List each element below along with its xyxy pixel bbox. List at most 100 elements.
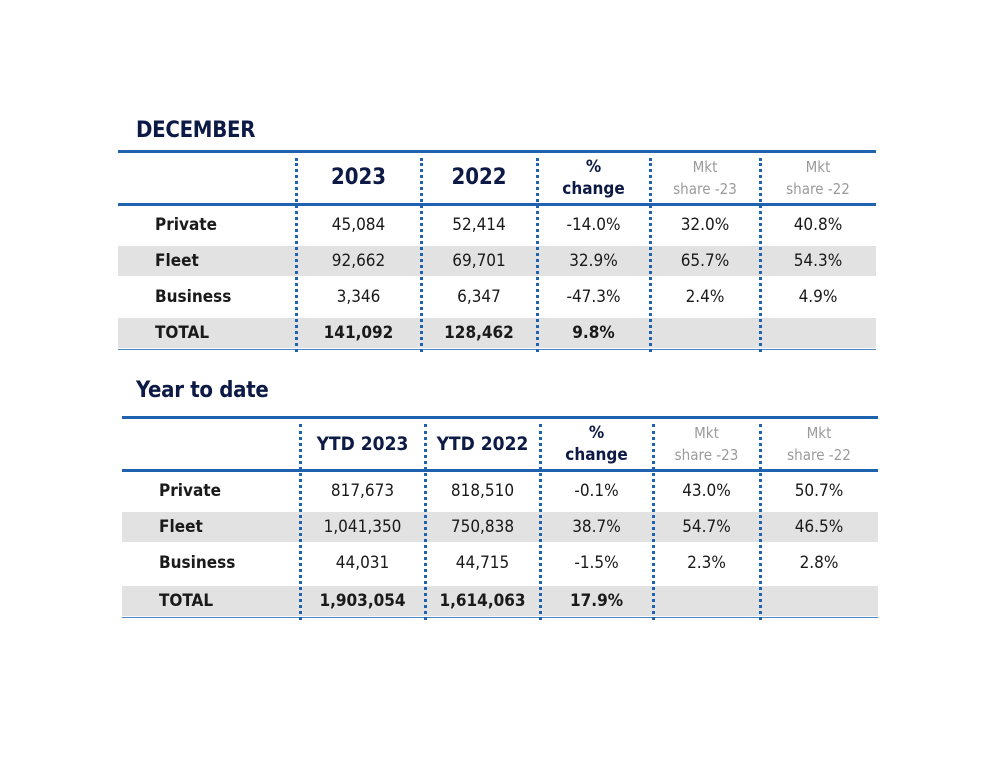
value-cell: 65.7%	[680, 251, 730, 271]
column-separator	[759, 424, 765, 620]
table-row: Business 3,346 6,347 -47.3% 2.4% 4.9%	[118, 282, 876, 312]
value-cell: -14.0%	[566, 215, 621, 235]
column-separator	[420, 158, 426, 352]
value-cell: 128,462	[444, 323, 514, 343]
row-label: TOTAL	[155, 323, 210, 343]
december-table: 2023 2022% change Mkt share -23 Mkt share -22 P…	[118, 150, 876, 352]
value-cell: 2.8%	[799, 553, 839, 573]
header-cell: % change	[540, 419, 653, 469]
ytd-table: YTD 2023 YTD 2022% change Mkt share -23 Mkt sh…	[122, 416, 878, 620]
column-separator	[299, 424, 305, 620]
value-cell: 750,838	[450, 517, 515, 537]
header-cell: Mkt share -22	[760, 153, 876, 203]
row-label: Business	[159, 553, 236, 573]
table-top-rule	[118, 150, 876, 153]
value-cell: 2.4%	[685, 287, 725, 307]
column-separator	[649, 158, 655, 352]
value-cell: 3,346	[336, 287, 381, 307]
value-cell: 44,031	[335, 553, 390, 573]
december-title: DECEMBER	[136, 118, 256, 143]
table-bottom-rule	[122, 617, 878, 618]
value-cell: 54.7%	[682, 517, 731, 537]
header-label: Mkt	[694, 424, 719, 442]
value-cell: 1,041,350	[323, 517, 402, 537]
value-cell: 818,510	[450, 481, 515, 501]
value-cell	[760, 318, 876, 348]
header-cell: % change	[537, 153, 650, 203]
value-cell: 69,701	[452, 251, 506, 271]
column-separator	[759, 158, 765, 352]
value-cell: 6,347	[457, 287, 501, 307]
value-cell: 92,662	[331, 251, 386, 271]
table-row: Business 44,031 44,715 -1.5% 2.3% 2.8%	[122, 548, 878, 578]
table-row: Fleet 92,662 69,701 32.9% 65.7% 54.3%	[118, 246, 876, 276]
header-label: 2023	[330, 165, 387, 190]
table-top-rule	[122, 416, 878, 419]
total-row: TOTAL 141,092 128,462 9.8%	[118, 318, 876, 348]
ytd-title: Year to date	[136, 378, 269, 403]
header-cell: Mkt share -22	[760, 419, 878, 469]
column-separator	[424, 424, 430, 620]
value-cell: 1,614,063	[439, 591, 526, 611]
header-label: share -22	[786, 180, 850, 198]
column-separator	[539, 424, 545, 620]
value-cell: 32.0%	[680, 215, 730, 235]
header-rule	[122, 469, 878, 472]
header-label: share -23	[673, 180, 737, 198]
value-cell: -0.1%	[574, 481, 619, 501]
table-row: Private 817,673 818,510 -0.1% 43.0% 50.7%	[122, 476, 878, 506]
row-label: Business	[155, 287, 232, 307]
value-cell: 141,092	[323, 323, 394, 343]
header-label: 2022	[451, 165, 507, 190]
value-cell	[650, 318, 760, 348]
column-separator	[652, 424, 658, 620]
header-label: Mkt	[806, 424, 832, 442]
value-cell: -1.5%	[574, 553, 619, 573]
header-label: change	[565, 445, 628, 465]
row-label: Private	[159, 481, 221, 501]
header-cell: YTD 2023	[300, 419, 425, 469]
value-cell: 43.0%	[682, 481, 731, 501]
value-cell: 17.9%	[569, 591, 624, 611]
value-cell: 54.3%	[793, 251, 843, 271]
value-cell: 32.9%	[569, 251, 618, 271]
header-label: YTD 2022	[436, 433, 529, 455]
column-separator	[536, 158, 542, 352]
table-row: Private 45,084 52,414 -14.0% 32.0% 40.8%	[118, 210, 876, 240]
column-separator	[295, 158, 301, 352]
value-cell: 44,715	[455, 553, 510, 573]
value-cell: -47.3%	[566, 287, 621, 307]
header-rule	[118, 203, 876, 206]
header-cell: 2022	[421, 153, 537, 203]
header-label: share -23	[674, 446, 739, 464]
header-label: YTD 2023	[316, 433, 409, 455]
header-label: %	[585, 157, 602, 177]
header-label: change	[562, 179, 625, 199]
value-cell: 50.7%	[794, 481, 844, 501]
row-label: Private	[155, 215, 217, 235]
table-bottom-rule	[118, 349, 876, 350]
row-label: Fleet	[159, 517, 203, 537]
value-cell	[760, 586, 878, 616]
header-label: Mkt	[805, 158, 831, 176]
header-label: Mkt	[692, 158, 718, 176]
header-label: share -22	[787, 446, 851, 464]
value-cell: 52,414	[452, 215, 506, 235]
value-cell: 46.5%	[794, 517, 844, 537]
value-cell: 1,903,054	[319, 591, 406, 611]
value-cell: 9.8%	[572, 323, 615, 343]
header-cell: YTD 2022	[425, 419, 540, 469]
row-label: Fleet	[155, 251, 199, 271]
value-cell: 4.9%	[798, 287, 838, 307]
table-row: Fleet 1,041,350 750,838 38.7% 54.7% 46.5%	[122, 512, 878, 542]
header-cell: Mkt share -23	[650, 153, 760, 203]
value-cell: 40.8%	[793, 215, 843, 235]
header-cell: Mkt share -23	[653, 419, 760, 469]
header-cell: 2023	[296, 153, 421, 203]
value-cell: 2.3%	[687, 553, 726, 573]
header-label: %	[588, 423, 605, 443]
value-cell: 45,084	[331, 215, 386, 235]
value-cell: 817,673	[330, 481, 395, 501]
value-cell: 38.7%	[572, 517, 621, 537]
value-cell	[653, 586, 760, 616]
